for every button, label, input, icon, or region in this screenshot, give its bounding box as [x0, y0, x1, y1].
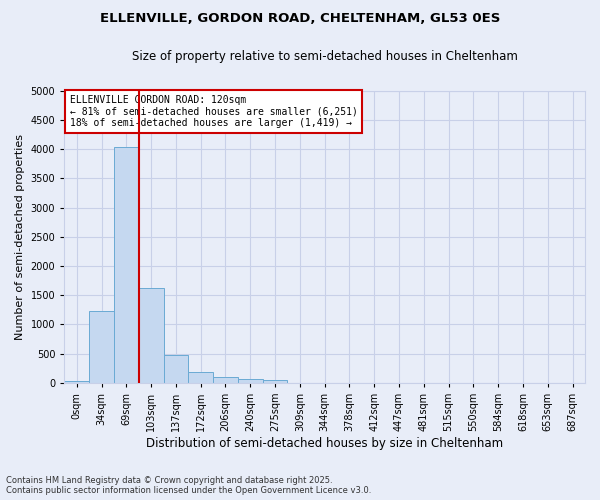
Bar [164, 355, 188, 383]
Bar [64, 380, 89, 383]
Text: Contains HM Land Registry data © Crown copyright and database right 2025.
Contai: Contains HM Land Registry data © Crown c… [6, 476, 371, 495]
Bar [238, 379, 263, 383]
Bar [139, 288, 164, 383]
Text: ELLENVILLE GORDON ROAD: 120sqm
← 81% of semi-detached houses are smaller (6,251): ELLENVILLE GORDON ROAD: 120sqm ← 81% of … [70, 95, 358, 128]
Bar [188, 372, 213, 383]
Bar [89, 311, 114, 383]
Text: ELLENVILLE, GORDON ROAD, CHELTENHAM, GL53 0ES: ELLENVILLE, GORDON ROAD, CHELTENHAM, GL5… [100, 12, 500, 26]
Title: Size of property relative to semi-detached houses in Cheltenham: Size of property relative to semi-detach… [132, 50, 518, 63]
Bar [263, 380, 287, 383]
Y-axis label: Number of semi-detached properties: Number of semi-detached properties [15, 134, 25, 340]
Bar [213, 377, 238, 383]
X-axis label: Distribution of semi-detached houses by size in Cheltenham: Distribution of semi-detached houses by … [146, 437, 503, 450]
Bar [114, 148, 139, 383]
